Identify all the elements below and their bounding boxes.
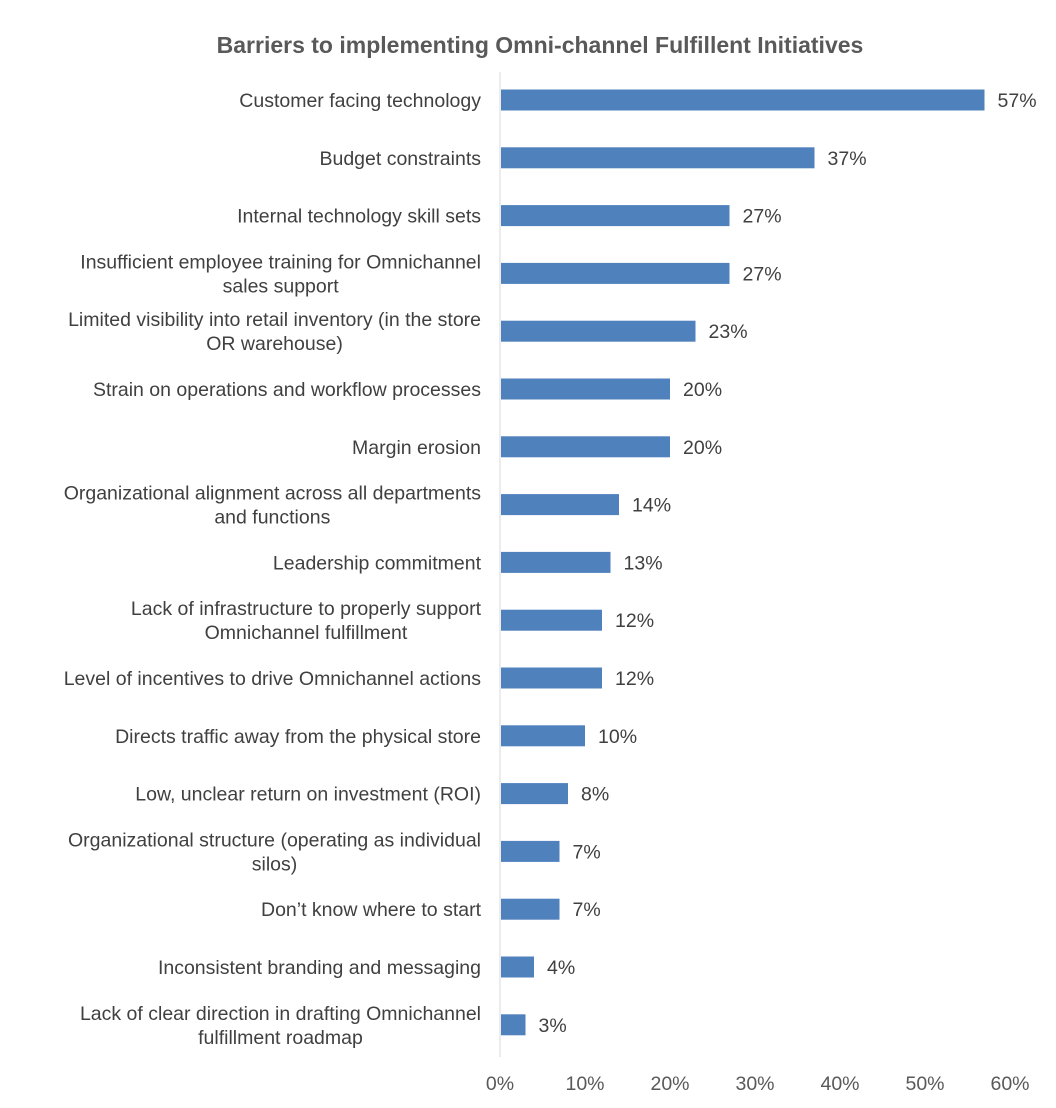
category-label: Organizational structure (operating as i…	[68, 829, 481, 875]
bar	[501, 783, 568, 805]
category-label: Limited visibility into retail inventory…	[68, 309, 481, 355]
category-label: Organizational alignment across all depa…	[64, 483, 482, 529]
x-tick-label: 30%	[735, 1073, 774, 1095]
data-label: 3%	[539, 1015, 567, 1037]
category-labels: Customer facing technology Budget constra…	[64, 90, 482, 1049]
data-label: 20%	[683, 437, 722, 459]
bar	[501, 551, 611, 573]
category-label: Directs traffic away from the physical s…	[115, 726, 481, 748]
data-label: 7%	[573, 841, 601, 863]
data-labels: 57% 37% 27% 27% 23% 20% 20% 14% 13% 12% 12% 10% 8% 7%…	[539, 90, 1037, 1037]
data-label: 12%	[615, 668, 654, 690]
data-label: 57%	[998, 90, 1037, 112]
data-label: 37%	[828, 148, 867, 170]
bars-group	[501, 89, 985, 1036]
bar	[501, 840, 560, 862]
chart-title: Barriers to implementing Omni-channel Fu…	[217, 32, 864, 58]
data-label: 20%	[683, 379, 722, 401]
category-label: Strain on operations and workflow proces…	[93, 379, 481, 401]
category-label: Internal technology skill sets	[237, 206, 481, 228]
bar	[501, 320, 696, 342]
category-label: Level of incentives to drive Omnichannel…	[64, 668, 482, 690]
bar	[501, 609, 602, 631]
data-label: 23%	[709, 321, 748, 343]
bar	[501, 725, 585, 747]
data-label: 8%	[581, 784, 609, 806]
x-tick-label: 60%	[990, 1073, 1029, 1095]
data-label: 4%	[547, 957, 575, 979]
category-label: Inconsistent branding and messaging	[158, 957, 481, 979]
bar	[501, 89, 985, 111]
data-label: 12%	[615, 610, 654, 632]
x-axis-tick-labels: 0% 10% 20% 30% 40% 50% 60%	[486, 1073, 1030, 1095]
bar	[501, 667, 602, 689]
category-label: Lack of clear direction in drafting Omni…	[80, 1003, 481, 1049]
bar	[501, 1014, 526, 1036]
bar	[501, 494, 619, 516]
bar	[501, 205, 730, 227]
bar	[501, 378, 670, 400]
x-tick-label: 10%	[565, 1073, 604, 1095]
bar	[501, 147, 815, 169]
x-tick-label: 0%	[486, 1073, 514, 1095]
category-label: Margin erosion	[352, 437, 481, 459]
bar	[501, 956, 534, 978]
bar	[501, 436, 670, 458]
data-label: 14%	[632, 495, 671, 517]
category-label: Budget constraints	[319, 148, 481, 170]
category-label: Lack of infrastructure to properly suppo…	[131, 598, 482, 644]
category-label: Insufficient employee training for Omnic…	[80, 251, 481, 297]
data-label: 10%	[598, 726, 637, 748]
data-label: 13%	[624, 552, 663, 574]
category-label: Customer facing technology	[239, 90, 481, 112]
x-tick-label: 20%	[650, 1073, 689, 1095]
data-label: 7%	[573, 899, 601, 921]
data-label: 27%	[743, 263, 782, 285]
category-label: Low, unclear return on investment (ROI)	[135, 784, 481, 806]
data-label: 27%	[743, 206, 782, 228]
x-tick-label: 40%	[820, 1073, 859, 1095]
category-label: Leadership commitment	[273, 552, 482, 574]
category-label: Don’t know where to start	[261, 899, 482, 921]
x-tick-label: 50%	[905, 1073, 944, 1095]
bar	[501, 262, 730, 284]
bar	[501, 898, 560, 920]
